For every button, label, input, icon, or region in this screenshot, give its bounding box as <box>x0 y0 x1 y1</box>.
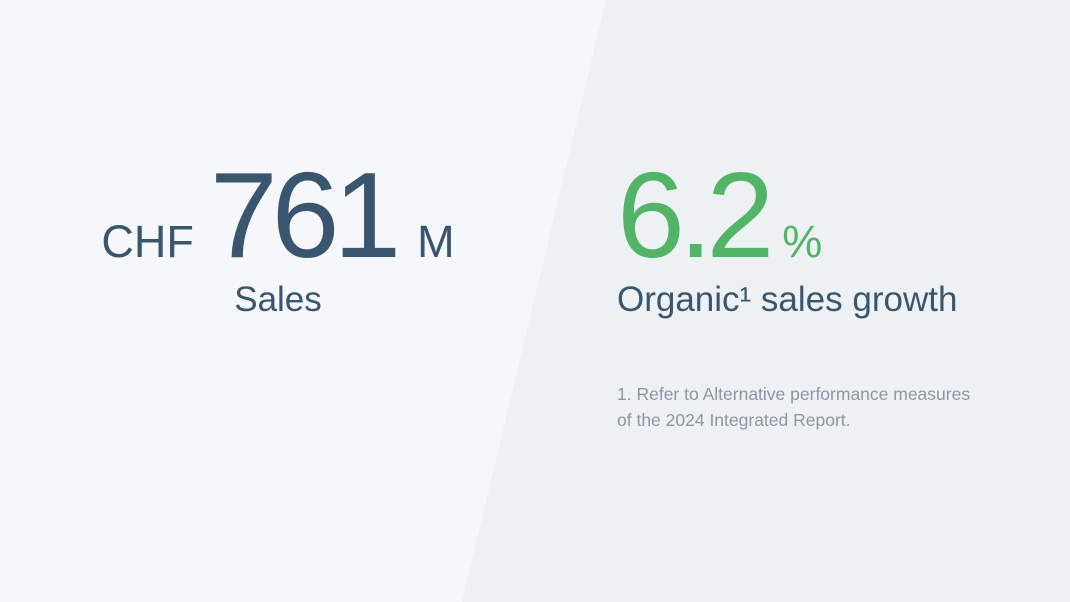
sales-unit: M <box>417 216 455 267</box>
organic-growth-unit: % <box>782 216 823 267</box>
footnote-line-1: 1. Refer to Alternative performance meas… <box>617 384 971 404</box>
sales-currency: CHF <box>101 216 194 267</box>
sales-value: 761 <box>209 147 401 283</box>
sales-kpi-figure: CHF 761 M <box>0 154 556 276</box>
sales-kpi: CHF 761 M Sales <box>0 154 556 320</box>
footnote-line-2: of the 2024 Integrated Report. <box>617 410 851 430</box>
organic-growth-figure: 6.2 % <box>617 154 957 276</box>
footnote: 1. Refer to Alternative performance meas… <box>617 381 970 433</box>
organic-growth-value: 6.2 <box>617 147 774 283</box>
organic-growth-kpi: 6.2 % Organic¹ sales growth <box>617 154 957 320</box>
sales-label: Sales <box>234 280 322 319</box>
organic-growth-label: Organic¹ sales growth <box>617 280 958 319</box>
